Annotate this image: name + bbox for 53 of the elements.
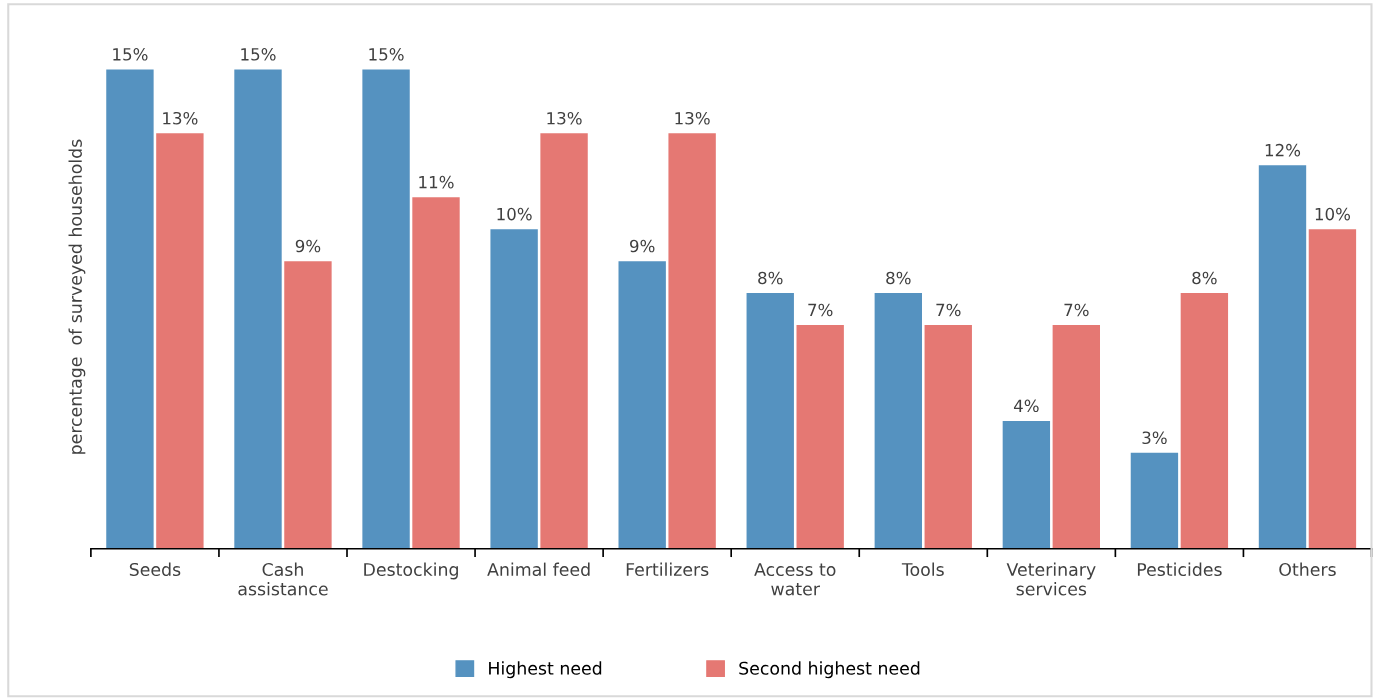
x-tick-label: Veterinary services bbox=[1006, 562, 1096, 596]
data-label: 4% bbox=[1013, 399, 1039, 413]
x-tick-label: Seeds bbox=[129, 562, 181, 577]
data-label: 8% bbox=[1192, 271, 1217, 285]
bar bbox=[1308, 229, 1357, 549]
x-tick-label: Pesticides bbox=[1137, 562, 1222, 577]
data-label: 13% bbox=[675, 111, 710, 125]
data-label: 15% bbox=[241, 48, 276, 61]
legend-label: Highest need bbox=[489, 661, 602, 679]
bar bbox=[106, 69, 154, 549]
bar bbox=[618, 261, 666, 549]
data-label: 15% bbox=[369, 48, 404, 61]
data-label: 8% bbox=[758, 271, 783, 285]
x-tick-label: Tools bbox=[901, 562, 944, 577]
data-label: 9% bbox=[295, 239, 321, 253]
data-label: 7% bbox=[1064, 303, 1089, 317]
data-label: 15% bbox=[113, 48, 148, 61]
bar bbox=[540, 133, 588, 549]
bar bbox=[874, 293, 922, 549]
y-axis-title: percentage of surveyed households bbox=[68, 139, 86, 454]
data-label: 9% bbox=[630, 239, 655, 253]
x-tick-label: Access to water bbox=[754, 563, 836, 596]
bar bbox=[1258, 165, 1307, 549]
bar bbox=[234, 69, 282, 549]
bar bbox=[1180, 293, 1229, 549]
bar bbox=[1002, 420, 1051, 549]
data-label: 3% bbox=[1142, 431, 1167, 445]
bar bbox=[746, 293, 794, 549]
data-label: 11% bbox=[419, 175, 454, 189]
data-label: 12% bbox=[1265, 143, 1301, 157]
x-tick-label: Destocking bbox=[364, 562, 458, 580]
data-label: 10% bbox=[497, 207, 532, 221]
data-label: 13% bbox=[547, 111, 582, 125]
bar bbox=[668, 133, 716, 549]
data-label: 10% bbox=[1315, 207, 1351, 221]
x-tick-label: Fertilizers bbox=[626, 562, 709, 577]
bar bbox=[796, 325, 844, 549]
x-tick-label: Cash assistance bbox=[238, 562, 328, 596]
x-tick-label: Others bbox=[1279, 562, 1336, 577]
bar bbox=[924, 325, 972, 549]
data-label: 7% bbox=[936, 303, 961, 317]
bar bbox=[1130, 452, 1179, 549]
x-tick-label: Animal feed bbox=[487, 562, 590, 577]
bar bbox=[1052, 325, 1100, 549]
data-label: 7% bbox=[808, 303, 833, 317]
bar bbox=[284, 261, 332, 549]
bar bbox=[362, 69, 410, 549]
bar bbox=[490, 229, 538, 549]
bar bbox=[156, 133, 204, 549]
data-label: 13% bbox=[163, 111, 198, 125]
data-label: 8% bbox=[886, 271, 911, 285]
legend-label: Second highest need bbox=[739, 661, 920, 679]
bar bbox=[412, 197, 460, 549]
